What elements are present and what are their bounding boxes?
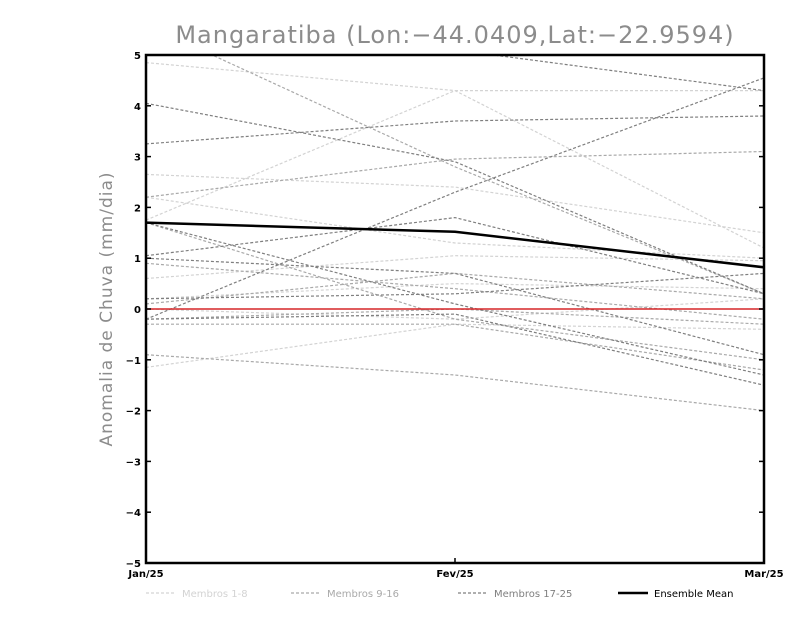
series-line-m20	[146, 77, 764, 320]
y-tick-label: 5	[134, 51, 141, 62]
series-line-m5	[146, 282, 764, 300]
series-line-m3	[146, 196, 764, 259]
series-line-m25	[489, 55, 764, 92]
y-tick-label: 1	[134, 254, 141, 265]
y-tick-label: −4	[126, 508, 141, 519]
y-tick-label: 0	[134, 305, 141, 316]
legend: Membros 1-8 Membros 9-16 Membros 17-25 Ense…	[146, 589, 733, 600]
series-line-m14	[146, 222, 764, 361]
series-line-m24	[146, 313, 764, 386]
y-tick-label: 4	[134, 102, 141, 113]
series-line-m15	[146, 272, 764, 305]
legend-label: Ensemble Mean	[654, 589, 733, 600]
y-tick-label: −5	[126, 559, 141, 570]
x-tick-label: Fev/25	[436, 569, 473, 580]
series-line-m2	[146, 173, 764, 234]
y-tick-label: 2	[134, 203, 141, 214]
y-axis-label: Anomalia de Chuva (mm/dia)	[97, 171, 117, 446]
legend-label: Membros 1-8	[182, 589, 248, 600]
y-tick-label: 3	[134, 153, 141, 164]
series-line-m21	[146, 222, 764, 376]
series-line-m16	[146, 354, 764, 412]
y-tick-label: −2	[126, 407, 141, 418]
series-line-m8	[146, 298, 764, 320]
y-axis-ticks: −5 −4 −3 −2 −1 0 1 2 3 4 5	[126, 51, 764, 570]
y-tick-label: −3	[126, 457, 141, 468]
series-line-m4	[146, 255, 764, 280]
x-axis-ticks: Jan/25 Fev/25 Mar/25	[127, 558, 784, 580]
series-line-m19	[146, 216, 764, 295]
legend-label: Membros 17-25	[494, 589, 572, 600]
y-tick-label: −1	[126, 356, 141, 367]
series-line-m10	[146, 150, 764, 198]
legend-label: Membros 9-16	[327, 589, 399, 600]
series-line-m9	[210, 55, 764, 295]
chart-title: Mangaratiba (Lon:−44.0409,Lat:−22.9594)	[175, 21, 734, 49]
x-tick-label: Mar/25	[744, 569, 783, 580]
series-layer	[146, 55, 764, 412]
series-line-m22	[146, 272, 764, 300]
x-tick-label: Jan/25	[127, 569, 163, 580]
series-line-m7	[146, 89, 764, 221]
series-line-m17	[146, 102, 764, 295]
mean-layer	[145, 221, 765, 310]
ensemble-mean-line	[145, 221, 765, 269]
series-line-m23	[146, 257, 764, 356]
series-line-m6	[146, 323, 764, 368]
series-line-m13	[146, 323, 764, 371]
series-line-m12	[146, 308, 764, 325]
series-line-m18	[146, 115, 764, 145]
